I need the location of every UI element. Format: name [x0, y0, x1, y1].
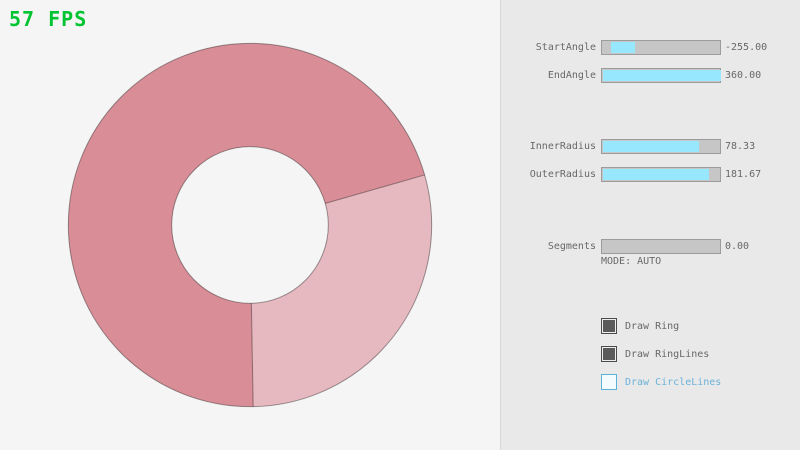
- end-angle-row: EndAngle 360.00: [501, 68, 800, 83]
- inner-radius-slider[interactable]: [601, 139, 721, 154]
- outer-radius-value: 181.67: [725, 169, 762, 180]
- fps-counter: 57 FPS: [9, 7, 88, 31]
- start-angle-slider[interactable]: [601, 40, 721, 55]
- control-panel: StartAngle -255.00 EndAngle 360.00 Inner…: [500, 0, 800, 450]
- segments-slider[interactable]: [601, 239, 721, 254]
- start-angle-row: StartAngle -255.00: [501, 40, 800, 55]
- draw-circlelines-label: Draw CircleLines: [625, 377, 722, 388]
- inner-radius-value: 78.33: [725, 141, 756, 152]
- start-angle-slider-knob: [611, 42, 636, 53]
- segments-row: Segments 0.00: [501, 239, 800, 254]
- start-angle-label: StartAngle: [535, 42, 596, 53]
- draw-ringlines-checkbox[interactable]: [601, 346, 617, 362]
- outer-radius-label: OuterRadius: [529, 169, 596, 180]
- segments-label: Segments: [547, 241, 596, 252]
- outer-radius-slider-fill: [603, 169, 710, 180]
- inner-radius-slider-fill: [603, 141, 699, 152]
- draw-ringlines-label: Draw RingLines: [625, 349, 710, 360]
- ring-shape-canvas: [67, 42, 433, 408]
- end-angle-slider[interactable]: [601, 68, 721, 83]
- outer-radius-slider[interactable]: [601, 167, 721, 182]
- end-angle-slider-fill: [603, 70, 721, 81]
- outer-radius-row: OuterRadius 181.67: [501, 167, 800, 182]
- segments-mode-text: MODE: AUTO: [601, 256, 662, 267]
- inner-radius-row: InnerRadius 78.33: [501, 139, 800, 154]
- end-angle-label: EndAngle: [547, 70, 596, 81]
- draw-circlelines-checkbox[interactable]: [601, 374, 617, 390]
- segments-value: 0.00: [725, 241, 750, 252]
- end-angle-value: 360.00: [725, 70, 762, 81]
- start-angle-value: -255.00: [725, 42, 768, 53]
- draw-ring-checkbox[interactable]: [601, 318, 617, 334]
- draw-ring-label: Draw Ring: [625, 321, 680, 332]
- inner-radius-label: InnerRadius: [529, 141, 596, 152]
